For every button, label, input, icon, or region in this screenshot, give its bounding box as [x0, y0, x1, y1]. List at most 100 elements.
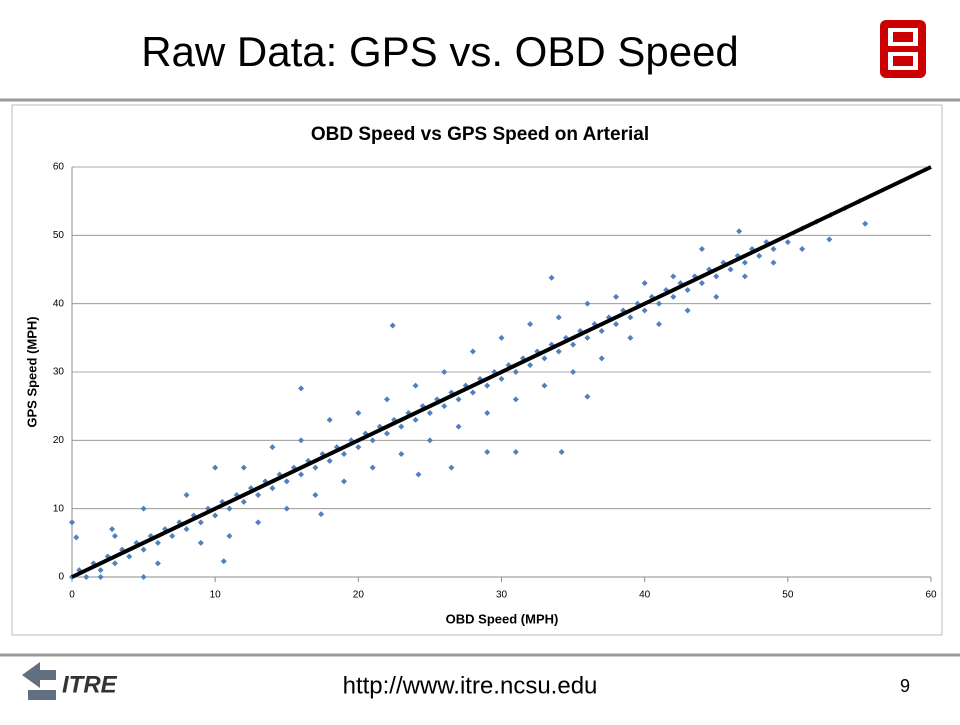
point: [448, 464, 455, 471]
y-tick-label: 60: [53, 162, 65, 173]
point: [736, 228, 743, 235]
logo-text: ITRE: [62, 671, 118, 698]
chart-frame: [11, 104, 943, 636]
point: [770, 246, 777, 252]
point: [684, 287, 691, 293]
point: [548, 274, 555, 281]
point: [613, 321, 620, 328]
point: [383, 396, 390, 403]
point: [555, 348, 562, 355]
point: [240, 498, 247, 505]
point: [412, 416, 419, 423]
point: [655, 321, 662, 328]
point: [512, 396, 519, 403]
y-tick-label: 40: [53, 298, 65, 309]
ncstate-logo: [880, 20, 926, 78]
point: [318, 511, 325, 518]
point: [154, 560, 161, 567]
point: [240, 464, 247, 471]
point: [355, 444, 362, 451]
point: [326, 416, 333, 423]
point: [555, 314, 562, 321]
point: [369, 464, 376, 471]
point: [69, 519, 75, 526]
y-tick-label: 10: [53, 503, 65, 514]
point: [527, 362, 534, 369]
point: [226, 505, 233, 512]
point: [341, 451, 348, 457]
point: [183, 526, 190, 533]
x-tick-label: 40: [639, 590, 651, 601]
point: [598, 355, 605, 362]
point: [398, 451, 405, 457]
point: [298, 471, 305, 478]
point: [862, 220, 869, 227]
point: [512, 448, 519, 455]
point: [111, 560, 118, 567]
point: [627, 334, 634, 341]
point: [558, 448, 565, 455]
x-axis-label: OBD Speed (MPH): [446, 611, 559, 626]
point: [734, 252, 741, 259]
point: [756, 252, 763, 259]
x-tick-label: 10: [210, 590, 222, 601]
y-tick-label: 0: [58, 572, 64, 583]
point: [212, 512, 219, 519]
point: [713, 273, 720, 280]
point: [83, 574, 90, 580]
point: [183, 492, 190, 498]
point: [826, 236, 833, 243]
x-tick-label: 60: [925, 590, 937, 601]
point: [369, 437, 376, 444]
point: [298, 385, 305, 392]
point: [298, 437, 305, 444]
point: [197, 539, 204, 546]
point: [255, 519, 262, 526]
point: [426, 410, 433, 416]
point: [97, 567, 104, 574]
y-tick-label: 50: [53, 230, 65, 241]
point: [412, 382, 419, 389]
point: [484, 382, 491, 389]
footer-url: http://www.itre.ncsu.edu: [343, 672, 598, 699]
point: [584, 393, 591, 400]
point: [498, 334, 505, 341]
point: [140, 546, 147, 553]
point: [713, 293, 720, 300]
point: [469, 389, 476, 396]
chart-title: OBD Speed vs GPS Speed on Arterial: [311, 124, 649, 145]
point: [469, 348, 476, 355]
y-tick-label: 30: [53, 367, 65, 378]
point: [527, 321, 534, 328]
point: [426, 437, 433, 444]
point: [484, 448, 491, 455]
point: [698, 246, 705, 252]
point: [741, 273, 748, 280]
point: [698, 280, 705, 287]
point: [269, 485, 276, 492]
point: [169, 533, 176, 539]
point: [441, 403, 448, 410]
point: [541, 382, 548, 389]
point: [197, 519, 204, 526]
point: [73, 534, 80, 541]
point: [455, 396, 462, 403]
point: [126, 553, 133, 560]
point: [727, 266, 734, 273]
point: [283, 505, 290, 512]
reference-line: [71, 165, 932, 579]
point: [398, 423, 405, 430]
point: [97, 574, 104, 580]
point: [326, 457, 333, 464]
point: [598, 328, 605, 334]
point: [255, 492, 262, 498]
x-tick-label: 30: [496, 590, 508, 601]
point: [784, 239, 791, 246]
point: [355, 410, 362, 416]
x-tick-label: 50: [782, 590, 794, 601]
point: [441, 369, 448, 375]
point: [140, 574, 147, 580]
point: [455, 423, 462, 430]
point: [212, 464, 219, 471]
